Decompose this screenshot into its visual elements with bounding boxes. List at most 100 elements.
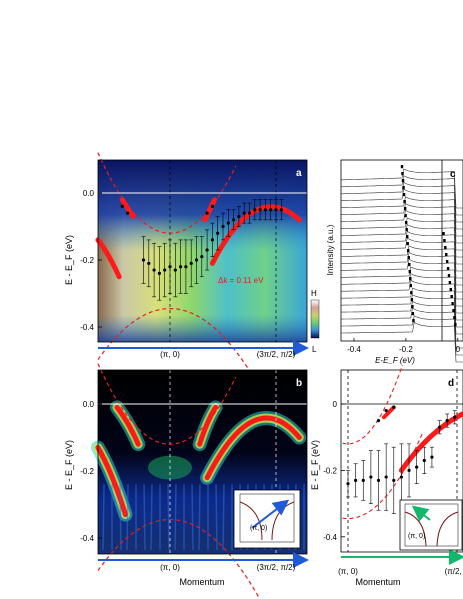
panel-d-plot-layer	[342, 364, 463, 520]
edc-curve	[340, 209, 463, 251]
peak-marker	[411, 305, 414, 309]
panel-c-xticks: -0.4 -0.2 0	[347, 338, 461, 354]
panel-d-ylabel: E - E_F (eV)	[310, 440, 320, 490]
data-point	[253, 208, 257, 212]
xtick-label: (3π/2, π/2)	[257, 563, 296, 572]
panel-d-xticks: (π, 0) (π/2, π	[338, 567, 463, 576]
data-point	[376, 419, 381, 423]
peak-marker	[450, 295, 453, 299]
data-point	[179, 265, 183, 269]
xtick-label: (π, 0)	[160, 350, 180, 359]
edc-curve	[341, 203, 463, 244]
intensity-streak	[215, 484, 218, 551]
data-point	[376, 478, 381, 482]
edc-curve	[341, 294, 463, 335]
data-point	[205, 211, 209, 215]
peak-marker	[444, 246, 447, 250]
panel-d-inset: (π, 0)	[399, 499, 463, 551]
peak-marker	[406, 242, 409, 246]
panel-b-xlabel: Momentum	[179, 577, 224, 587]
intensity-streak	[167, 484, 170, 551]
xtick-label: (3π/2, π/2)	[257, 350, 296, 359]
data-point	[205, 248, 209, 252]
peak-marker	[448, 281, 452, 285]
data-point	[392, 478, 396, 482]
intensity-streak	[191, 484, 194, 551]
data-point	[384, 409, 388, 413]
edc-curve	[340, 168, 463, 209]
peak-marker	[445, 260, 449, 264]
panel-b-xticks: (π, 0) (3π/2, π/2)	[160, 563, 296, 572]
fit-curve	[119, 197, 136, 219]
data-point	[346, 482, 350, 486]
ytick-label: -0.2	[80, 467, 94, 476]
peak-marker	[443, 239, 446, 243]
data-point	[247, 211, 252, 215]
peak-marker	[405, 235, 409, 239]
peak-marker	[407, 249, 410, 253]
peak-marker	[407, 256, 410, 260]
edc-curve	[340, 252, 463, 293]
peak-marker	[402, 193, 406, 197]
data-point	[126, 211, 130, 215]
data-point	[263, 208, 267, 212]
edc-curve	[340, 188, 463, 230]
panel-d-frame	[340, 369, 463, 553]
data-point	[422, 458, 426, 463]
edc-curve	[341, 237, 463, 279]
panel-c-ylabel: Intensity (a.u.)	[326, 224, 335, 275]
peak-marker	[447, 274, 451, 278]
data-point	[232, 218, 236, 222]
fit-curve	[381, 405, 396, 420]
data-point	[269, 208, 273, 212]
edc-curve	[340, 230, 463, 272]
data-point	[399, 475, 404, 479]
data-point	[242, 211, 246, 215]
data-point	[200, 255, 204, 259]
data-point	[430, 455, 434, 459]
data-point	[226, 221, 230, 225]
data-point	[194, 258, 199, 262]
panel-d-letter: d	[448, 378, 454, 389]
peak-marker	[404, 221, 408, 225]
edc-curve	[340, 315, 463, 356]
xtick-label: (π, 0)	[338, 567, 358, 576]
data-point	[173, 268, 177, 272]
ytick-label: 0.0	[83, 189, 95, 198]
panel-c: c Intensity (a.u.) -0.4 -0.2 0 E-E_F (eV)	[326, 159, 463, 365]
panel-a-annotation: Δk = 0.11 eV	[218, 276, 264, 285]
intensity-streak	[222, 484, 225, 551]
peak-marker	[409, 277, 412, 281]
panel-c-frame	[340, 159, 463, 342]
data-point	[221, 224, 225, 229]
panel-c-letter: c	[450, 169, 456, 180]
panel-b-ylabel: E - E_F (eV)	[64, 440, 74, 490]
fit-curve	[114, 404, 141, 447]
panel-a-yticks: 0.0 -0.2 -0.4	[80, 189, 102, 332]
data-point	[437, 425, 442, 429]
peak-marker	[408, 270, 411, 274]
data-point	[369, 475, 373, 479]
panel-a-plot-layer	[95, 152, 302, 399]
fit-curve	[202, 197, 218, 223]
data-point	[258, 208, 262, 212]
edc-curve	[341, 300, 463, 342]
data-point	[361, 478, 365, 482]
intensity-streak	[143, 484, 146, 551]
panel-a-letter: a	[296, 168, 302, 179]
edc-curve	[341, 307, 463, 349]
panel-d-xlabel: Momentum	[355, 577, 400, 587]
peak-marker	[403, 200, 406, 204]
ytick-label: 0.0	[83, 400, 95, 409]
panel-b: b E - E_F (eV) 0.0 -0.2 -0.4 (π, 0) (3π/2, …	[64, 363, 309, 599]
fit-curve	[95, 237, 122, 280]
data-point	[152, 268, 156, 272]
edc-curve	[341, 322, 463, 363]
peak-marker	[412, 319, 415, 323]
edc-curve	[341, 273, 463, 314]
panel-b-frame	[97, 369, 308, 555]
edc-curve	[341, 245, 463, 286]
data-point	[354, 478, 358, 482]
edc-curve	[341, 196, 463, 237]
